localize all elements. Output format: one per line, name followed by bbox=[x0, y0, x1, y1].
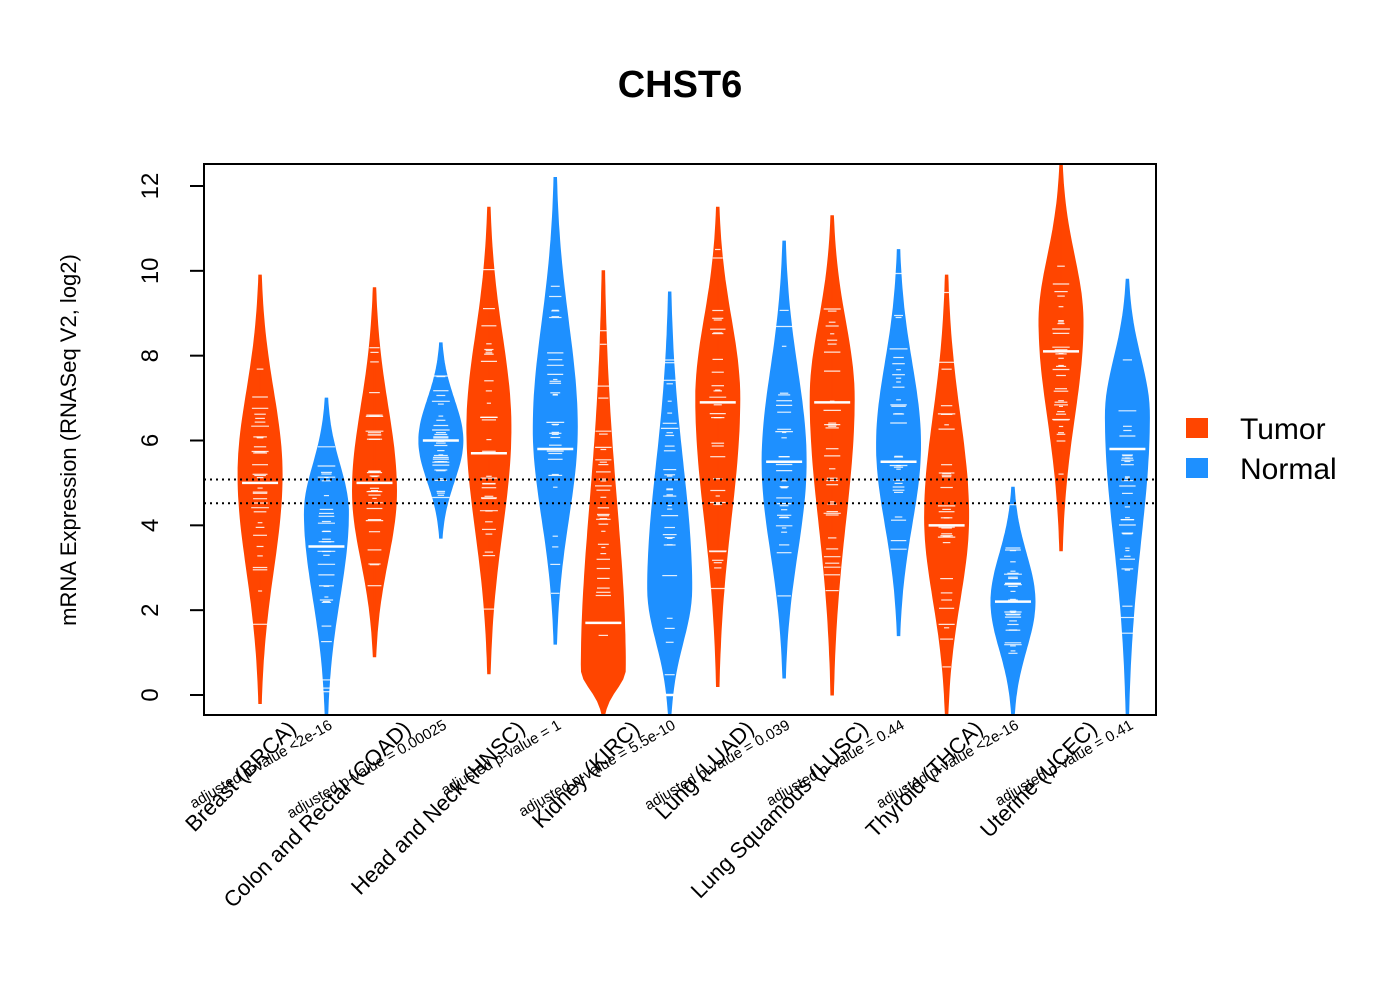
y-axis-label: mRNA Expression (RNASeq V2, log2) bbox=[56, 254, 81, 626]
y-tick-label: 0 bbox=[137, 688, 164, 701]
violin-tumor-6 bbox=[809, 215, 855, 696]
violin-normal-7 bbox=[990, 486, 1036, 716]
violin-tumor-2 bbox=[351, 287, 398, 658]
violin-tumor-4 bbox=[580, 270, 626, 716]
legend-label-normal: Normal bbox=[1240, 453, 1337, 486]
legend: Tumor Normal bbox=[1186, 413, 1337, 486]
y-tick-label: 2 bbox=[137, 603, 164, 616]
violin-normal-1 bbox=[303, 397, 349, 716]
x-tick-label: Colon and Rectal (COAD) bbox=[219, 716, 416, 913]
y-tick-label: 4 bbox=[137, 519, 164, 532]
legend-swatch-tumor bbox=[1186, 418, 1208, 438]
violin-layer bbox=[237, 164, 1150, 716]
violin-normal-5 bbox=[761, 240, 807, 679]
violin-normal-2 bbox=[418, 342, 464, 539]
violin-tumor-7 bbox=[924, 274, 970, 716]
y-axis: 0 2 4 6 8 10 12 bbox=[137, 173, 204, 702]
violin-normal-4 bbox=[647, 291, 693, 716]
violin-tumor-5 bbox=[695, 206, 741, 687]
legend-label-tumor: Tumor bbox=[1240, 413, 1326, 446]
y-tick-label: 8 bbox=[137, 349, 164, 362]
violin-tumor-1 bbox=[237, 274, 283, 704]
legend-swatch-normal bbox=[1186, 458, 1208, 478]
violin-normal-3 bbox=[532, 177, 578, 645]
violin-tumor-8 bbox=[1038, 164, 1084, 552]
y-tick-label: 6 bbox=[137, 434, 164, 447]
y-tick-label: 10 bbox=[137, 257, 164, 284]
violin-normal-6 bbox=[876, 249, 921, 637]
violin-tumor-3 bbox=[466, 206, 512, 675]
x-axis: Breast (BRCA)adjusted p-value <2e-16Colo… bbox=[180, 716, 1136, 913]
violin-normal-8 bbox=[1104, 278, 1150, 716]
chart-title: CHST6 bbox=[618, 64, 743, 106]
reference-lines bbox=[204, 478, 1156, 505]
y-tick-label: 12 bbox=[137, 173, 164, 200]
